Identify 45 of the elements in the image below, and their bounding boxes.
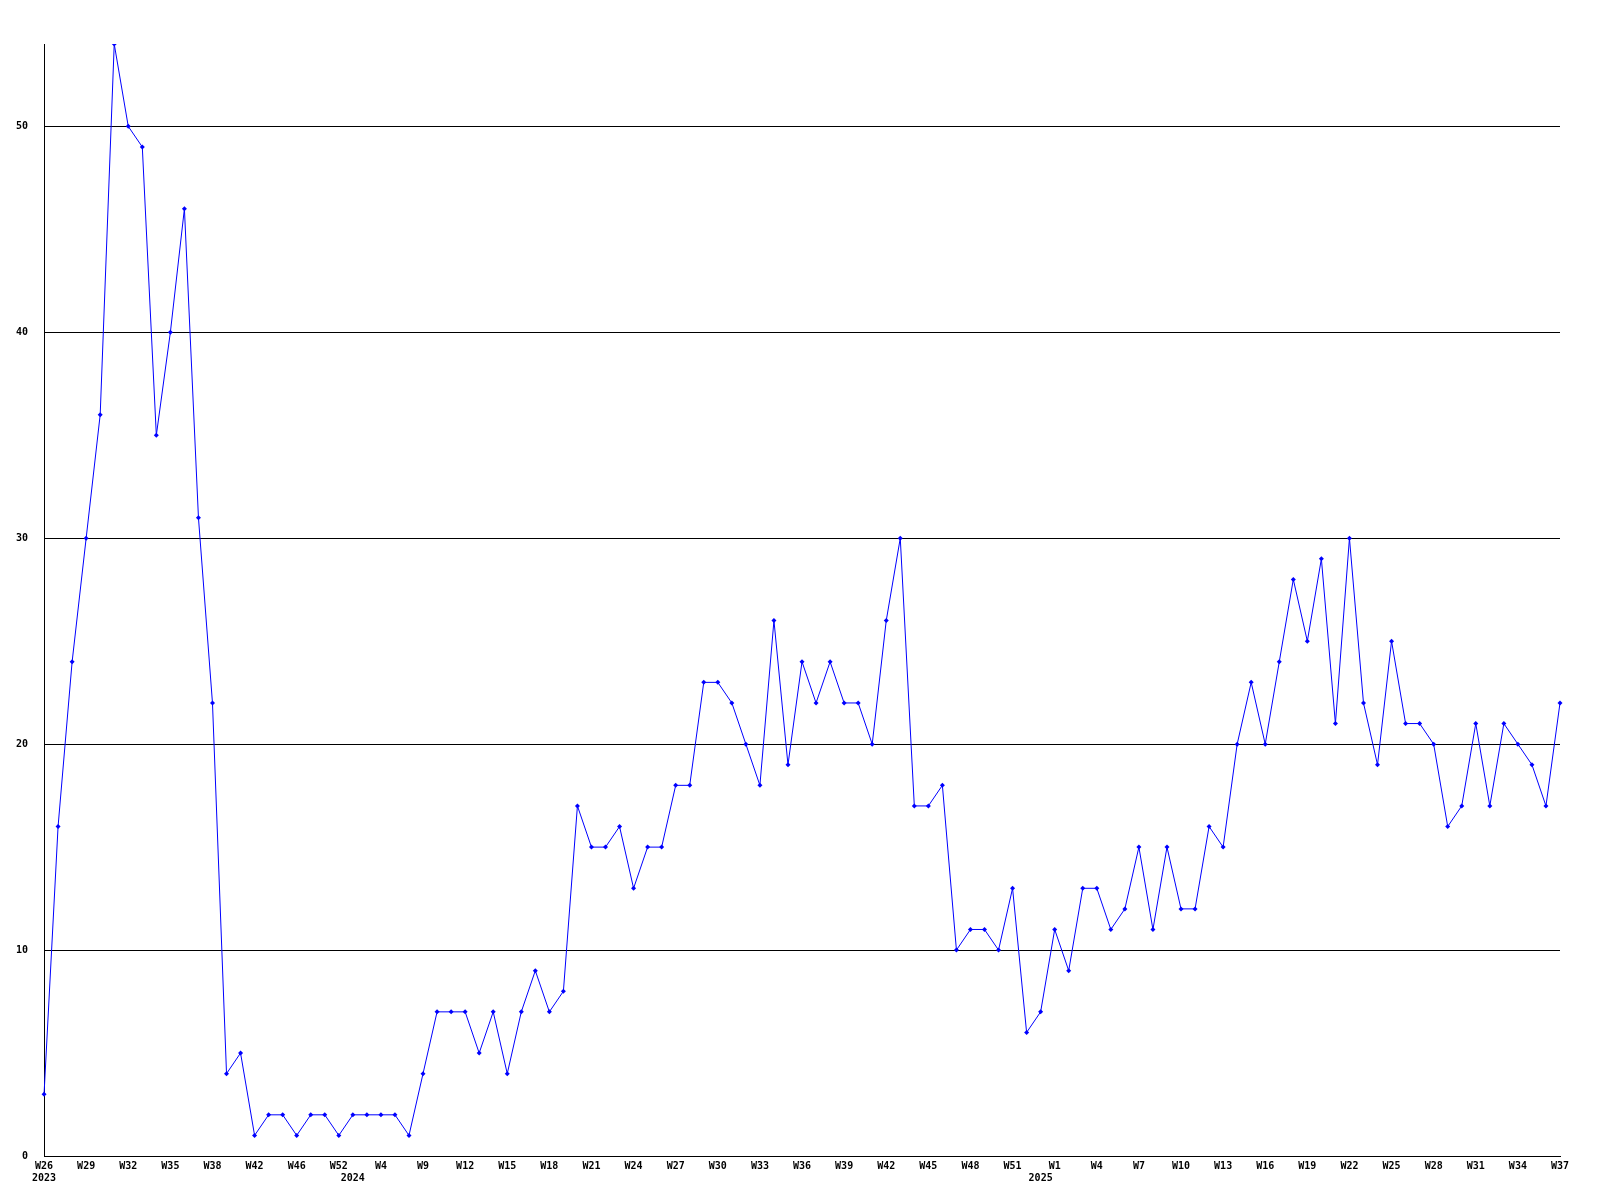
x-tick-label: W39 — [835, 1159, 854, 1171]
x-tick-label: W51 — [1003, 1159, 1022, 1171]
x-tick-label: W32 — [119, 1159, 138, 1171]
x-tick-label: W9 — [417, 1159, 430, 1171]
x-tick-label: W1 — [1048, 1159, 1061, 1171]
y-tick-label: 40 — [15, 325, 29, 337]
x-tick-label: W16 — [1256, 1159, 1275, 1171]
x-tick-label: W12 — [456, 1159, 475, 1171]
x-tick-label: W48 — [961, 1159, 980, 1171]
x-tick-label: W15 — [498, 1159, 517, 1171]
x-tick-label: W26 2023 — [31, 1159, 57, 1183]
x-tick-label: W10 — [1171, 1159, 1191, 1171]
x-tick-label: W25 — [1382, 1159, 1401, 1171]
y-tick-label: 50 — [15, 119, 29, 131]
x-tick-label: W28 — [1424, 1159, 1443, 1171]
x-tick-label: W29 — [77, 1159, 96, 1171]
x-tick-label: W38 — [203, 1159, 222, 1171]
y-tick-label: 0 — [22, 1149, 29, 1161]
x-tick-label: W33 — [750, 1159, 769, 1171]
x-tick-label: 2024 — [340, 1171, 365, 1183]
x-tick-label: W35 — [161, 1159, 180, 1171]
x-tick-label: W22 — [1340, 1159, 1359, 1171]
x-tick-label: W34 — [1508, 1159, 1527, 1171]
x-tick-label: W37 — [1550, 1159, 1570, 1171]
x-tick-label: W4 — [374, 1159, 387, 1171]
y-tick-label: 10 — [15, 943, 29, 955]
x-tick-label: W46 — [287, 1159, 306, 1171]
x-tick-label: W45 — [919, 1159, 938, 1171]
x-tick-label: W27 — [666, 1159, 685, 1171]
x-tick-label: 2025 — [1028, 1171, 1053, 1183]
x-tick-label: W52 — [329, 1159, 348, 1171]
x-tick-label: W13 — [1214, 1159, 1233, 1171]
x-tick-label: W24 — [624, 1159, 643, 1171]
x-tick-label: W7 — [1132, 1159, 1145, 1171]
x-tick-label: W21 — [582, 1159, 601, 1171]
x-tick-label: W19 — [1298, 1159, 1317, 1171]
y-tick-label: 20 — [15, 737, 29, 749]
x-tick-label: W31 — [1466, 1159, 1485, 1171]
x-tick-label: W18 — [540, 1159, 559, 1171]
x-tick-label: W4 — [1090, 1159, 1103, 1171]
y-tick-label: 30 — [15, 531, 29, 543]
x-tick-label: W30 — [708, 1159, 727, 1171]
x-tick-label: W36 — [792, 1159, 812, 1171]
x-tick-label: W42 — [245, 1159, 264, 1171]
x-tick-label: W42 — [877, 1159, 896, 1171]
